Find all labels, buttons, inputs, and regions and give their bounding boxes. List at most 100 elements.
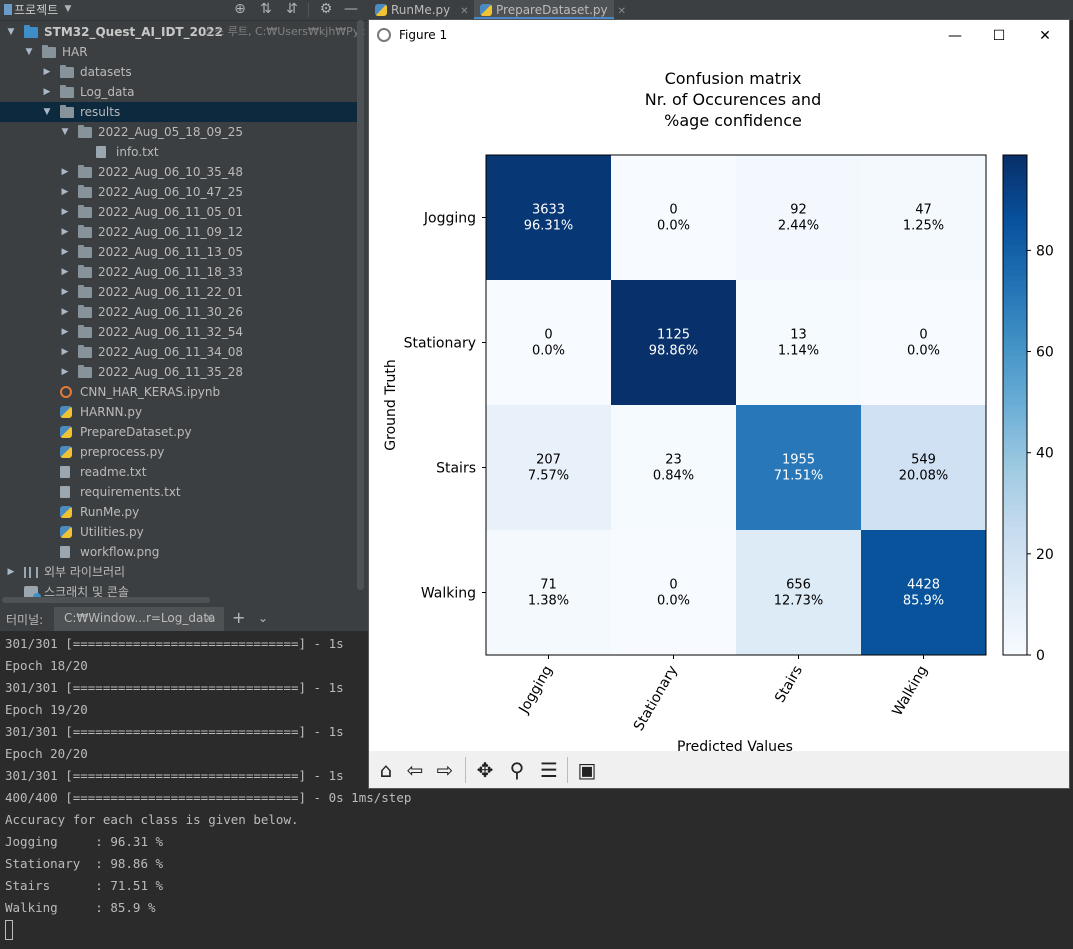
colorbar-segment: [1003, 515, 1027, 521]
file-icon: [60, 466, 70, 478]
tree-item[interactable]: preprocess.py: [0, 442, 364, 462]
tab-preparedataset[interactable]: PrepareDataset.py ✕: [474, 0, 626, 20]
project-title[interactable]: 프로젝트: [14, 3, 59, 17]
chevron-right-icon[interactable]: ▶: [61, 267, 69, 277]
close-icon[interactable]: ✕: [204, 611, 215, 625]
tree-item[interactable]: ▶ 2022_Aug_06_11_32_54: [0, 322, 364, 342]
tree-item[interactable]: ▶ 2022_Aug_06_10_35_48: [0, 162, 364, 182]
chevron-down-icon[interactable]: ▼: [7, 27, 15, 37]
tree-item[interactable]: ▶ 2022_Aug_06_11_13_05: [0, 242, 364, 262]
minimize-button[interactable]: —: [948, 28, 962, 44]
plot-frame: [485, 154, 987, 656]
chevron-right-icon[interactable]: ▶: [61, 207, 69, 217]
chevron-right-icon[interactable]: ▶: [61, 347, 69, 357]
colorbar-segment: [1003, 315, 1027, 321]
tree-item[interactable]: ▶ Log_data: [0, 82, 364, 102]
chevron-down-icon[interactable]: ▼: [43, 107, 51, 117]
terminal-tab-label: C:₩Window...r=Log_data: [64, 611, 216, 625]
chevron-right-icon[interactable]: ▶: [43, 87, 51, 97]
forward-icon[interactable]: ⇨: [436, 758, 454, 782]
tree-item-label: workflow.png: [80, 545, 160, 559]
tree-item[interactable]: ▶ 2022_Aug_06_11_05_01: [0, 202, 364, 222]
colorbar-segment: [1003, 330, 1027, 336]
new-terminal-icon[interactable]: +: [232, 608, 246, 627]
tree-item[interactable]: ▼ HAR: [0, 42, 364, 62]
locate-icon[interactable]: ⊕: [234, 1, 246, 17]
tree-item[interactable]: ▶ 2022_Aug_06_11_34_08: [0, 342, 364, 362]
dropdown-icon[interactable]: ▼: [64, 4, 72, 14]
chevron-down-icon[interactable]: ▼: [61, 127, 69, 137]
chevron-down-icon[interactable]: ⌄: [258, 611, 269, 625]
save-icon[interactable]: ▣: [577, 758, 597, 782]
folder-icon: [78, 125, 92, 138]
colorbar-segment: [1003, 545, 1027, 551]
vertical-scrollbar[interactable]: [357, 20, 364, 590]
tree-item[interactable]: ▶ 외부 라이브러리: [0, 562, 364, 582]
tree-item[interactable]: ▼ STM32_Quest_AI_IDT_2022 소스 루트, C:₩Users₩…: [0, 22, 365, 42]
chevron-right-icon[interactable]: ▶: [61, 227, 69, 237]
tree-item[interactable]: ▶ 2022_Aug_06_11_30_26: [0, 302, 364, 322]
chevron-right-icon[interactable]: ▶: [61, 287, 69, 297]
tab-runme[interactable]: RunMe.py ✕: [369, 0, 495, 20]
tree-item[interactable]: ▶ 2022_Aug_06_11_09_12: [0, 222, 364, 242]
close-icon[interactable]: ✕: [617, 6, 627, 17]
tree-item[interactable]: RunMe.py: [0, 502, 364, 522]
tree-item[interactable]: readme.txt: [0, 462, 364, 482]
tree-item[interactable]: ▶ 2022_Aug_06_11_18_33: [0, 262, 364, 282]
chevron-right-icon[interactable]: ▶: [7, 567, 15, 577]
configure-subplots-icon[interactable]: ☰: [540, 758, 558, 782]
colorbar-segment: [1003, 395, 1027, 401]
terminal-line: Accuracy for each class is given below.: [5, 812, 299, 827]
chevron-right-icon[interactable]: ▶: [61, 167, 69, 177]
expand-all-icon[interactable]: ⇅: [260, 1, 272, 17]
pan-icon[interactable]: ✥: [476, 758, 494, 782]
chevron-right-icon[interactable]: ▶: [61, 327, 69, 337]
chevron-right-icon[interactable]: ▶: [43, 67, 51, 77]
tree-item[interactable]: CNN_HAR_KERAS.ipynb: [0, 382, 364, 402]
tree-item[interactable]: requirements.txt: [0, 482, 364, 502]
colorbar-segment: [1003, 255, 1027, 261]
colorbar-segment: [1003, 435, 1027, 441]
folder-icon: [78, 285, 92, 298]
tree-item[interactable]: ▶ 2022_Aug_06_10_47_25: [0, 182, 364, 202]
gear-icon[interactable]: ⚙: [319, 1, 333, 17]
chevron-right-icon[interactable]: ▶: [61, 187, 69, 197]
chevron-right-icon[interactable]: ▶: [61, 247, 69, 257]
colorbar-segment: [1003, 480, 1027, 486]
home-icon[interactable]: ⌂: [379, 758, 393, 782]
close-icon[interactable]: ✕: [460, 6, 469, 17]
close-button[interactable]: ✕: [1039, 28, 1051, 44]
heatmap-cell: [611, 280, 736, 405]
collapse-all-icon[interactable]: ⇵: [286, 1, 298, 17]
colorbar-segment: [1003, 365, 1027, 371]
tree-item-label: 2022_Aug_06_11_34_08: [98, 345, 244, 359]
tree-item[interactable]: PrepareDataset.py: [0, 422, 364, 442]
project-header: 프로젝트 ▼ ⊕ ⇅ ⇵ ⚙ —: [0, 0, 369, 21]
tree-item[interactable]: workflow.png: [0, 542, 364, 562]
y-tick-label: Walking: [421, 586, 476, 602]
back-icon[interactable]: ⇦: [406, 758, 424, 782]
tree-item-label: 외부 라이브러리: [44, 565, 126, 579]
project-panel: 프로젝트 ▼ ⊕ ⇅ ⇵ ⚙ — ▼ STM32_Quest_AI_IDT_202…: [0, 0, 369, 607]
tree-item[interactable]: ▼ results: [0, 102, 364, 122]
figure-canvas[interactable]: Confusion matrix Nr. of Occurences and %ag…: [369, 52, 1069, 755]
chevron-right-icon[interactable]: ▶: [61, 367, 69, 377]
chevron-right-icon[interactable]: ▶: [61, 307, 69, 317]
horizontal-scrollbar[interactable]: [2, 597, 210, 603]
tree-item[interactable]: ▶ 2022_Aug_06_11_35_28: [0, 362, 364, 382]
colorbar-segment: [1003, 625, 1027, 631]
terminal-output[interactable]: 301/301 [==============================]…: [5, 633, 411, 919]
tree-item[interactable]: ▶ datasets: [0, 62, 364, 82]
cell-percent-label: 0.0%: [657, 219, 690, 234]
tree-item[interactable]: HARNN.py: [0, 402, 364, 422]
minimize-panel-icon[interactable]: —: [344, 1, 358, 17]
zoom-icon[interactable]: ⚲: [509, 758, 525, 782]
tree-item[interactable]: ▼ 2022_Aug_05_18_09_25: [0, 122, 364, 142]
chevron-down-icon[interactable]: ▼: [25, 47, 33, 57]
tree-item[interactable]: info.txt: [0, 142, 364, 162]
tree-item[interactable]: ▶ 2022_Aug_06_11_22_01: [0, 282, 364, 302]
maximize-button[interactable]: ☐: [992, 28, 1006, 44]
tree-item[interactable]: Utilities.py: [0, 522, 364, 542]
terminal-tab[interactable]: C:₩Window...r=Log_data ✕: [54, 607, 224, 631]
heatmap-cell: [736, 280, 861, 405]
